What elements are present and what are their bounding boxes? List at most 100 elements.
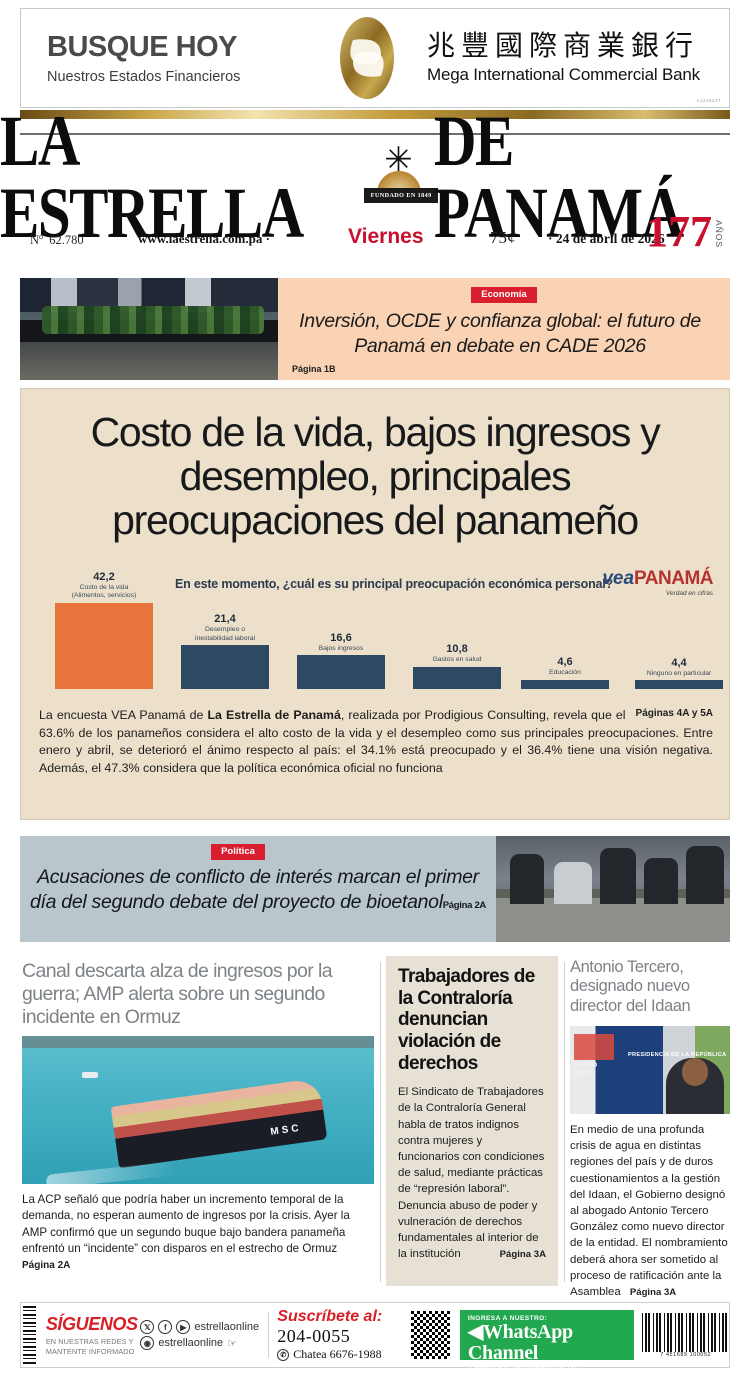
masthead[interactable]: LA ESTRELLA ✳ FUNDADO EN 1849 DE PANAMÁ [0, 104, 750, 248]
column-divider-1 [380, 962, 381, 1282]
whatsapp-phone-icon[interactable]: ✆ [277, 1348, 290, 1361]
chart-bar-group: 4,6 Educación [521, 656, 609, 689]
chart-bar-rect [181, 645, 269, 689]
economia-teaser[interactable]: Economía Inversión, OCDE y confianza glo… [20, 278, 730, 380]
politica-headline[interactable]: Acusaciones de conflicto de interés marc… [20, 860, 496, 916]
left-story-summary-text: La ACP señaló que podría haber un increm… [22, 1193, 350, 1256]
photo-text-line1: I PASO [574, 1062, 598, 1069]
dateline-bar: No 62.780 www.laestrella.com.pa · Vierne… [20, 210, 730, 264]
chart-bar-rect [635, 680, 723, 689]
ad-bank-name-english: Mega International Commercial Bank [427, 65, 700, 85]
footer-divider-1 [268, 1312, 270, 1358]
chart-bar-label-line: Educación [549, 669, 581, 677]
chart-bar-group: 4,4 Ninguno en particular [635, 657, 723, 689]
whatsapp-channel-banner[interactable]: INGRESA A NUESTRO: ◀WhatsApp Channel Y M… [459, 1310, 635, 1380]
masthead-star-emblem-icon: ✳ FUNDADO EN 1849 [364, 141, 439, 209]
dome-shape [376, 171, 421, 193]
whatsapp-top-label: INGRESA A NUESTRO: [467, 1315, 548, 1322]
chart-bar-value: 4,6 [557, 656, 573, 669]
whatsapp-arrow-icon: ◀ [467, 1321, 483, 1343]
qr-code-icon[interactable] [409, 1309, 452, 1361]
chart-bar-label-line: Costo de la vida [79, 583, 129, 591]
chart-bar-value: 16,6 [330, 631, 352, 644]
ad-right-text: 兆豐國際商業銀行 Mega International Commercial B… [427, 30, 729, 86]
x-twitter-icon[interactable]: 𝕏 [140, 1320, 155, 1334]
photo-person-face [682, 1058, 708, 1086]
politica-page-ref: Página 2A [442, 900, 487, 912]
economia-photo [20, 278, 278, 380]
subscribe-block[interactable]: Suscríbete al: 204-0055 ✆ Chatea 6676-19… [277, 1308, 401, 1362]
lead-pages-ref: Páginas 4A y 5A [635, 708, 713, 719]
section-tag-politica[interactable]: Política [211, 843, 265, 860]
section-tag-economia[interactable]: Economía [471, 286, 537, 303]
lead-story-block: Costo de la vida, bajos ingresos y desem… [20, 388, 730, 820]
ship-label: MSC [269, 1122, 303, 1138]
ad-subtitle: Nuestros Estados Financieros [47, 69, 241, 85]
lead-summary-p2: , realizada por Prodigious Consulting, r… [39, 708, 713, 775]
lead-headline[interactable]: Costo de la vida, bajos ingresos y desem… [90, 409, 661, 543]
photo-figure-4 [644, 858, 678, 904]
social-handles[interactable]: 𝕏 f ▶ estrellaonline ◉ estrellaonline ☞ [140, 1318, 260, 1352]
instagram-icon[interactable]: ◉ [140, 1336, 155, 1350]
chat-row[interactable]: ✆ Chatea 6676-1988 [277, 1347, 401, 1362]
top-advertisement[interactable]: BUSQUE HOY Nuestros Estados Financieros … [20, 8, 730, 108]
anniversary-label: AÑOS [714, 220, 724, 249]
photo-wake [45, 1161, 177, 1184]
vea-logo-part2: PANAMÁ [634, 568, 713, 589]
chart-bar-rect [297, 655, 385, 689]
right-story-page-ref: Página 3A [629, 1286, 677, 1298]
social-handle-1: estrellaonline [194, 1321, 260, 1333]
photo-plants [42, 306, 264, 334]
column-middle-story[interactable]: Trabajadores de la Contraloría denuncian… [386, 956, 558, 1286]
politica-photo [496, 836, 730, 942]
website-url[interactable]: www.laestrella.com.pa · [138, 231, 270, 246]
issue-prefix: N [30, 233, 40, 248]
politica-text: Política Acusaciones de conflicto de int… [20, 836, 496, 942]
cursor-hand-icon: ☞ [227, 1337, 238, 1350]
ad-reference-code: A1246227 [696, 98, 721, 103]
chart-bar-label-line: Ninguno en particular [646, 669, 712, 677]
column-right-story[interactable]: Antonio Tercero, designado nuevo directo… [570, 956, 730, 1298]
star-icon: ✳ [384, 141, 413, 179]
right-story-photo: I PASO RME PRESIDENCIA DE LA REPÚBLICA [570, 1026, 730, 1114]
chart-bar-label: Costo de la vida (Alimentos, servicios) [55, 584, 153, 601]
middle-story-headline[interactable]: Trabajadores de la Contraloría denuncian… [398, 966, 535, 1074]
chart-bar-group: 16,6 Bajos ingresos [297, 632, 385, 689]
photo-figure-2 [554, 862, 592, 904]
chart-bar-label: Gastos en salud [413, 656, 501, 664]
chart-bar-value: 4,4 [671, 656, 687, 669]
masthead-right-word: DE PANAMÁ [433, 100, 684, 253]
whatsapp-bot-line2: ÚLTIMO EN PANAMÁ Y EL MUNDO [467, 1372, 579, 1380]
vea-logo-part1: vea [602, 568, 635, 589]
follow-us-block: SÍGUENOS EN NUESTRAS REDES Y MANTENTE IN… [46, 1314, 141, 1357]
subscribe-phone[interactable]: 204-0055 [277, 1326, 351, 1346]
vea-panama-logo: veaPANAMÁ Verdad en cifras [602, 569, 713, 597]
chart-bar-value: 42,2 [93, 570, 115, 583]
column-left-story[interactable]: Canal descarta alza de ingresos por la g… [20, 956, 378, 1271]
social-row-2[interactable]: ◉ estrellaonline ☞ [140, 1336, 260, 1350]
whatsapp-bottom-label: Y MANTÉNTE INFORMADO DE LO ÚLTIMO EN PAN… [468, 1364, 627, 1381]
masthead-left-word: LA ESTRELLA [0, 100, 304, 253]
lead-summary-p1: La encuesta VEA Panamá de [39, 708, 208, 722]
politica-headline-text: Acusaciones de conflicto de interés marc… [29, 866, 479, 914]
bottom-columns: Canal descarta alza de ingresos por la g… [20, 956, 730, 1298]
economia-page-ref: Página 1B [292, 364, 336, 374]
photo-shoreline [22, 1036, 374, 1048]
vea-logo-row: veaPANAMÁ [602, 569, 713, 588]
chart-bars-container: 42,2 Costo de la vida (Alimentos, servicio… [21, 559, 731, 689]
chart-bar-label-line: Bajos ingresos [318, 644, 364, 652]
photo-small-boat [82, 1072, 98, 1078]
issue-number: No 62.780 [30, 232, 84, 248]
vea-logo-tagline: Verdad en cifras [665, 590, 713, 597]
politica-teaser[interactable]: Política Acusaciones de conflicto de int… [20, 836, 730, 942]
economia-headline[interactable]: Inversión, OCDE y confianza global: el f… [299, 310, 701, 357]
photo-text-line2: RME [574, 1070, 590, 1078]
left-story-headline[interactable]: Canal descarta alza de ingresos por la g… [22, 960, 333, 1028]
chart-bar-label: Desempleo o inestabilidad laboral [181, 626, 269, 643]
lead-summary: Páginas 4A y 5A La encuesta VEA Panamá d… [39, 707, 713, 777]
social-row-1[interactable]: 𝕏 f ▶ estrellaonline [140, 1320, 260, 1334]
follow-us-title: SÍGUENOS [45, 1313, 138, 1334]
facebook-icon[interactable]: f [158, 1320, 173, 1334]
youtube-icon[interactable]: ▶ [176, 1320, 191, 1334]
right-story-headline[interactable]: Antonio Tercero, designado nuevo directo… [570, 958, 691, 1015]
